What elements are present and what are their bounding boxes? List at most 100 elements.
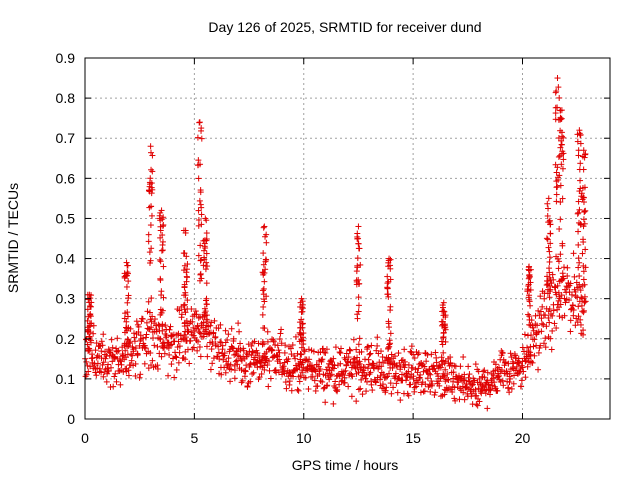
data-point: [195, 162, 202, 169]
data-point: [531, 336, 538, 343]
data-point: [417, 374, 424, 381]
data-point: [121, 340, 128, 347]
data-point: [540, 340, 547, 347]
data-point: [296, 378, 303, 385]
data-point: [173, 366, 180, 373]
data-point: [369, 387, 376, 394]
data-point: [495, 373, 502, 380]
data-point: [423, 358, 430, 365]
data-point: [156, 335, 163, 342]
data-point: [264, 328, 271, 335]
data-point: [559, 133, 566, 140]
data-point: [337, 360, 344, 367]
data-point: [134, 351, 141, 358]
data-point: [258, 358, 265, 365]
data-point: [160, 344, 167, 351]
data-point: [235, 320, 242, 327]
data-point: [367, 350, 374, 357]
data-point: [269, 347, 276, 354]
data-point: [311, 377, 318, 384]
data-point: [401, 364, 408, 371]
data-point: [225, 331, 232, 338]
data-point: [349, 373, 356, 380]
data-point: [542, 335, 549, 342]
data-point: [301, 348, 308, 355]
data-point: [212, 333, 219, 340]
data-point: [577, 140, 584, 147]
data-point: [100, 359, 107, 366]
data-point: [365, 361, 372, 368]
data-point: [450, 369, 457, 376]
x-tick-label: 5: [190, 430, 198, 446]
data-point: [158, 247, 165, 254]
data-point: [387, 265, 394, 272]
data-point: [374, 342, 381, 349]
data-point: [560, 150, 567, 157]
data-point: [197, 257, 204, 264]
data-point: [194, 134, 201, 141]
data-point: [297, 356, 304, 363]
data-point: [543, 235, 550, 242]
data-point: [526, 274, 533, 281]
data-point: [292, 355, 299, 362]
data-point: [200, 262, 207, 269]
data-point: [166, 351, 173, 358]
data-point: [527, 351, 534, 358]
data-point: [384, 291, 391, 298]
data-point: [204, 263, 211, 270]
data-point: [90, 330, 97, 337]
data-point: [486, 391, 493, 398]
data-point: [431, 391, 438, 398]
data-point: [575, 147, 582, 154]
data-points: [82, 75, 589, 412]
data-point: [336, 381, 343, 388]
data-point: [184, 274, 191, 281]
data-point: [262, 256, 269, 263]
data-point: [332, 344, 339, 351]
data-point: [278, 326, 285, 333]
data-point: [193, 311, 200, 318]
data-point: [543, 323, 550, 330]
data-point: [248, 352, 255, 359]
data-point: [438, 354, 445, 361]
data-point: [345, 383, 352, 390]
data-point: [125, 337, 132, 344]
data-point: [473, 392, 480, 399]
data-point: [108, 364, 115, 371]
data-point: [350, 336, 357, 343]
data-point: [209, 360, 216, 367]
data-point: [117, 381, 124, 388]
data-point: [527, 302, 534, 309]
data-point: [322, 349, 329, 356]
data-point: [378, 348, 385, 355]
data-point: [557, 199, 564, 206]
data-point: [355, 386, 362, 393]
data-point: [534, 322, 541, 329]
data-point: [537, 308, 544, 315]
data-point: [261, 366, 268, 373]
data-point: [577, 287, 584, 294]
data-point: [385, 293, 392, 300]
data-point: [262, 353, 269, 360]
data-point: [445, 376, 452, 383]
data-point: [566, 297, 573, 304]
data-point: [99, 361, 106, 368]
data-point: [225, 360, 232, 367]
data-point: [546, 218, 553, 225]
data-point: [247, 378, 254, 385]
data-point: [439, 361, 446, 368]
data-point: [472, 386, 479, 393]
data-point: [123, 318, 130, 325]
data-point: [141, 360, 148, 367]
data-point: [524, 344, 531, 351]
data-point: [372, 379, 379, 386]
data-point: [527, 343, 534, 350]
data-point: [545, 205, 552, 212]
data-point: [332, 378, 339, 385]
data-point: [354, 262, 361, 269]
y-tick-label: 0.1: [56, 371, 76, 387]
data-point: [259, 311, 266, 318]
data-point: [312, 368, 319, 375]
data-point: [562, 299, 569, 306]
data-point: [395, 350, 402, 357]
